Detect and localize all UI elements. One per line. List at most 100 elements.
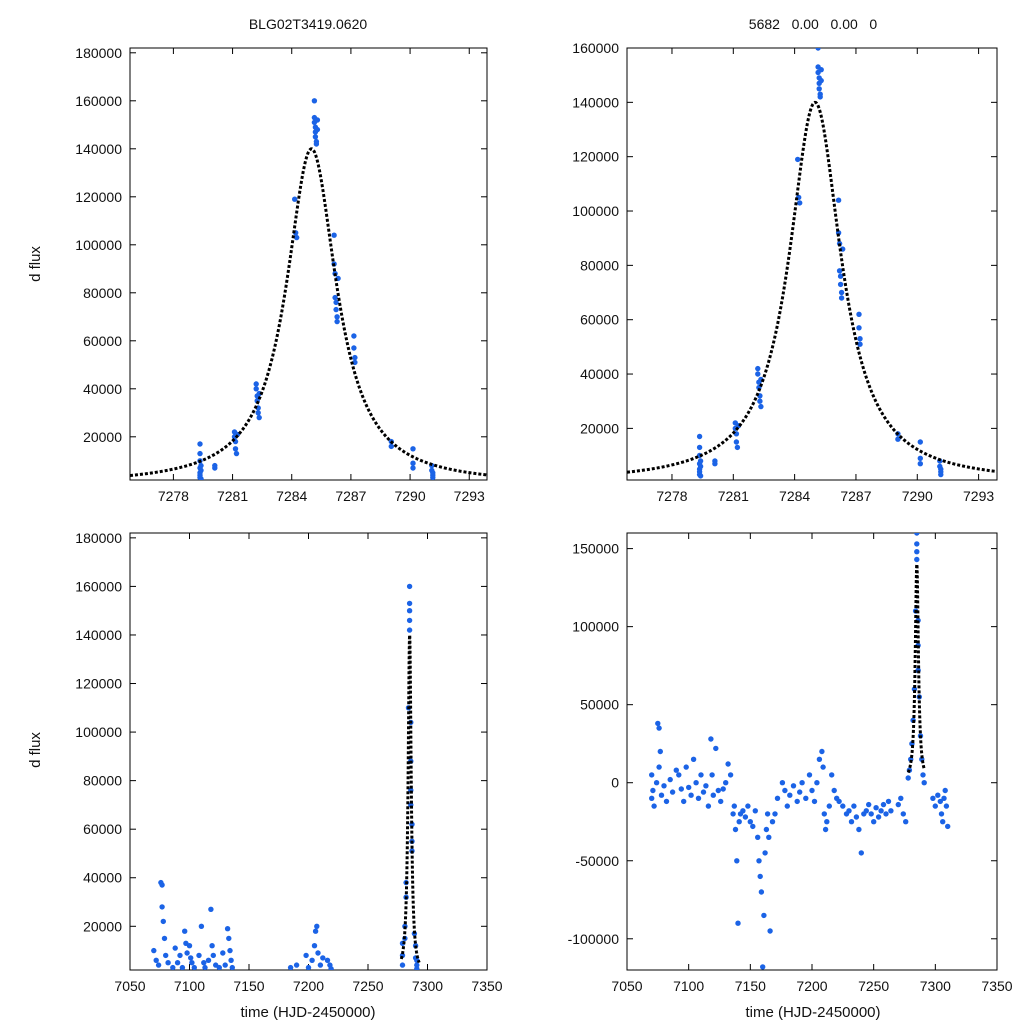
data-point <box>179 964 186 970</box>
data-point <box>720 786 726 792</box>
x-tick-label: 7284 <box>276 488 307 504</box>
data-point <box>287 964 294 970</box>
data-point <box>856 826 862 833</box>
data-point <box>758 889 765 895</box>
data-point <box>163 952 169 959</box>
data-point <box>227 947 233 954</box>
data-point <box>787 792 793 798</box>
y-tick-label: 40000 <box>580 366 619 382</box>
data-point <box>831 787 837 794</box>
data-point <box>315 950 321 956</box>
data-point <box>160 918 166 925</box>
x-tick-label: 7300 <box>920 978 951 994</box>
data-point <box>848 819 855 825</box>
y-tick-label: 140000 <box>572 94 619 110</box>
data-point <box>201 960 207 966</box>
data-point <box>761 912 767 919</box>
data-point <box>734 444 741 451</box>
y-tick-label: 40000 <box>83 870 122 886</box>
data-point <box>657 748 663 755</box>
data-point <box>311 943 318 949</box>
data-point <box>196 952 202 959</box>
data-point <box>708 736 714 742</box>
data-point <box>938 471 944 478</box>
data-point <box>857 336 863 342</box>
data-point <box>762 850 768 856</box>
data-point <box>945 823 951 830</box>
data-point <box>232 446 239 452</box>
x-tick-label: 7350 <box>471 978 502 994</box>
panel-top-left: 7278 7281 7284 7287 7290 7293 20000 40000 60000 8… <box>75 45 488 504</box>
y-tick-label: 100000 <box>572 619 619 635</box>
data-point <box>669 789 676 795</box>
data-point <box>917 455 923 461</box>
y-tick-label: -100000 <box>568 931 620 947</box>
data-point <box>920 772 926 778</box>
data-point <box>736 819 742 825</box>
x-tick-label: 7284 <box>779 488 810 504</box>
data-point <box>838 295 845 301</box>
data-point <box>216 964 222 970</box>
data-point <box>294 234 300 241</box>
data-point <box>191 964 197 970</box>
data-point <box>725 761 731 767</box>
data-point <box>312 134 319 140</box>
data-point <box>333 306 339 313</box>
data-point <box>253 381 259 387</box>
y-tick-label: 60000 <box>83 821 122 837</box>
x-tick-label: 7250 <box>352 978 383 994</box>
model-fit-curve <box>906 562 926 774</box>
data-point <box>233 450 240 457</box>
y-tick-label: 80000 <box>83 285 122 301</box>
data-point <box>649 795 655 801</box>
data-point <box>857 341 863 347</box>
data-point <box>819 748 825 755</box>
data-point <box>399 962 406 968</box>
plot-frame <box>626 47 998 481</box>
y-tick-label: 120000 <box>75 676 122 692</box>
data-point <box>172 945 178 951</box>
data-point <box>782 787 788 794</box>
data-point <box>914 549 920 555</box>
data-point <box>816 86 822 92</box>
data-point <box>797 200 803 206</box>
data-point <box>903 819 909 825</box>
data-layer <box>130 98 487 480</box>
data-point <box>703 783 709 789</box>
data-point <box>866 801 872 808</box>
data-point <box>705 803 712 809</box>
plot-frame <box>129 47 488 481</box>
data-point <box>212 465 218 471</box>
panel-title-right: 5682 0.00 0.00 0 <box>749 16 878 32</box>
data-point <box>817 94 823 100</box>
data-point <box>914 556 920 563</box>
data-point <box>727 772 734 778</box>
data-point <box>815 48 821 51</box>
data-point <box>710 792 716 798</box>
data-point <box>678 786 684 792</box>
data-point <box>676 772 682 778</box>
panel-title-left: BLG02T3419.0620 <box>249 16 368 32</box>
data-point <box>898 795 904 801</box>
x-tick-label: 7293 <box>454 488 485 504</box>
model-fit-curve <box>399 630 421 964</box>
data-point <box>806 772 813 778</box>
data-point <box>673 767 679 773</box>
data-point <box>709 772 715 778</box>
y-tick-label: 80000 <box>83 773 122 789</box>
y-tick-label: 140000 <box>75 141 122 157</box>
data-point <box>697 463 704 470</box>
data-point <box>198 467 204 474</box>
data-point <box>292 196 298 202</box>
data-point <box>732 826 739 833</box>
data-point <box>895 801 901 808</box>
panel-bottom-right: 7050 7100 7150 7200 7250 7300 7350 -100000 -5000… <box>568 532 1013 994</box>
data-point <box>917 461 923 467</box>
data-point <box>202 964 208 970</box>
data-point <box>314 126 321 133</box>
data-point <box>757 398 763 404</box>
data-point <box>184 950 190 956</box>
data-point <box>351 345 357 351</box>
data-point <box>188 955 194 961</box>
y-tick-label: 60000 <box>580 312 619 328</box>
